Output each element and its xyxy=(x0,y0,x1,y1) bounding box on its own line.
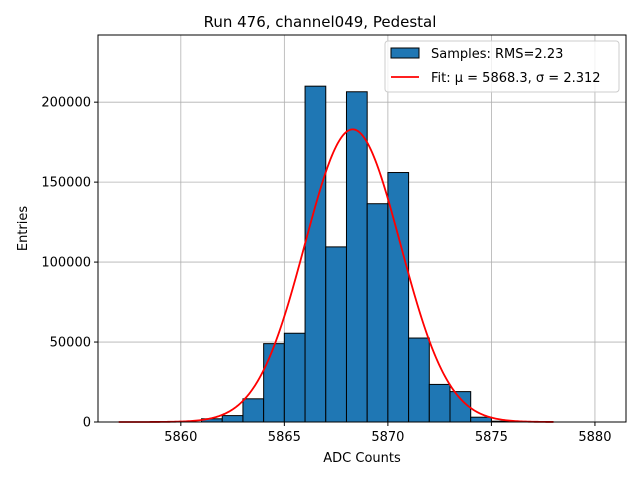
histogram-bar xyxy=(242,398,265,423)
histogram-bar xyxy=(221,415,244,423)
y-tick-label: 100000 xyxy=(41,256,91,271)
chart-title: Run 476, channel049, Pedestal xyxy=(204,13,437,31)
histogram-bars xyxy=(201,85,513,423)
x-tick-label: 5880 xyxy=(578,430,611,445)
histogram-bar xyxy=(283,332,306,423)
histogram-bar xyxy=(408,337,430,423)
histogram-bar xyxy=(428,383,451,423)
y-tick-label: 50000 xyxy=(50,336,91,351)
histogram-bar xyxy=(470,416,492,423)
x-tick-label: 5875 xyxy=(475,430,508,445)
legend-swatch-histogram xyxy=(390,47,420,59)
axis-ticks: 5860 5865 5870 5875 5880 0 50000 100000 150000 20… xyxy=(41,96,611,445)
histogram-bar xyxy=(325,246,347,423)
fit-curve xyxy=(118,128,554,423)
histogram-bar xyxy=(449,391,472,423)
x-axis-label: ADC Counts xyxy=(323,451,401,466)
histogram-bar xyxy=(263,343,285,423)
fit-curve-layer xyxy=(118,128,554,423)
y-tick-label: 150000 xyxy=(41,176,91,191)
y-tick-label: 0 xyxy=(83,416,91,431)
plot-frame xyxy=(97,34,627,423)
histogram-bar xyxy=(366,203,389,423)
legend: Samples: RMS=2.23 Fit: μ = 5868.3, σ = 2… xyxy=(384,40,620,93)
x-tick-label: 5865 xyxy=(268,430,301,445)
histogram-bar xyxy=(304,85,327,423)
legend-box xyxy=(384,40,620,93)
x-tick-label: 5860 xyxy=(164,430,197,445)
x-tick-label: 5870 xyxy=(371,430,404,445)
legend-label-fit: Fit: μ = 5868.3, σ = 2.312 xyxy=(431,71,601,86)
y-tick-label: 200000 xyxy=(41,96,91,111)
y-axis-label: Entries xyxy=(16,206,31,252)
histogram-bar xyxy=(345,91,368,423)
legend-label-histogram: Samples: RMS=2.23 xyxy=(431,47,563,62)
